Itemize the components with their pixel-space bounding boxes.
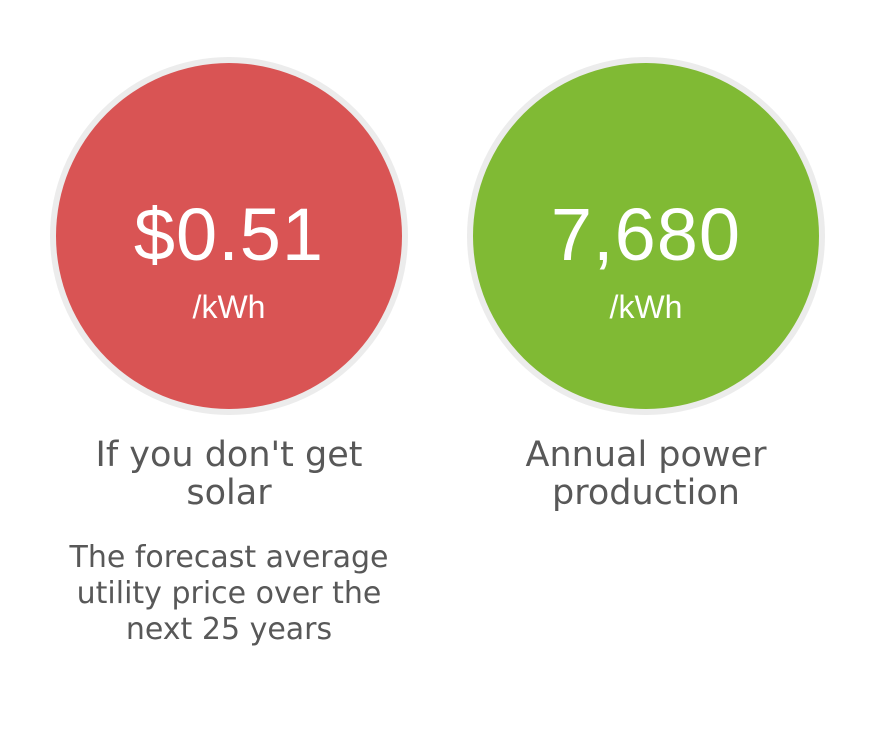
utility-price-description: The forecast average utility price over …: [69, 540, 389, 647]
utility-price-circle: $0.51 /kWh: [56, 63, 402, 409]
utility-price-title: If you don't get solar: [95, 435, 363, 513]
power-production-title: Annual power production: [525, 435, 767, 513]
utility-price-circle-ring: $0.51 /kWh: [50, 57, 408, 415]
utility-price-unit: /kWh: [192, 289, 266, 325]
power-production-value: 7,680: [550, 193, 742, 276]
utility-price-value: $0.51: [133, 193, 325, 276]
power-production-circle-ring: 7,680 /kWh: [467, 57, 825, 415]
power-production-unit: /kWh: [609, 289, 683, 325]
power-production-circle: 7,680 /kWh: [473, 63, 819, 409]
